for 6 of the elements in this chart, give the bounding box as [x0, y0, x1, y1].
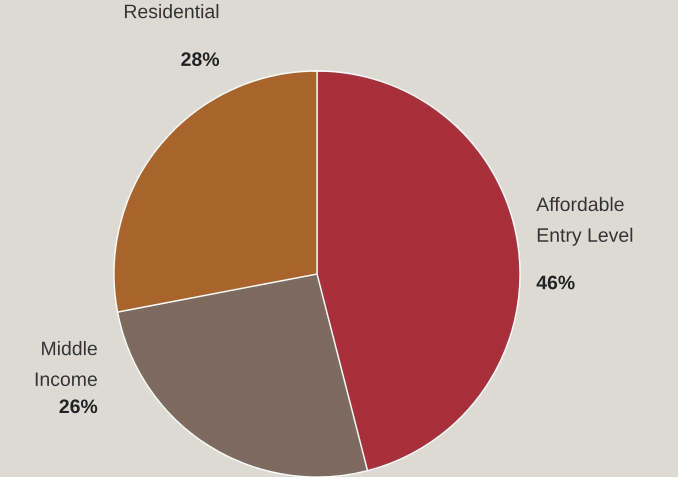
- data-label: 28%: [181, 52, 220, 66]
- data-label: 46%: [536, 276, 575, 290]
- slice-label: Middle Income: [36, 340, 97, 386]
- slice-label: Residential: [124, 4, 218, 18]
- slice-label: Affordable Entry Level: [536, 196, 632, 246]
- data-label: 26%: [60, 399, 98, 414]
